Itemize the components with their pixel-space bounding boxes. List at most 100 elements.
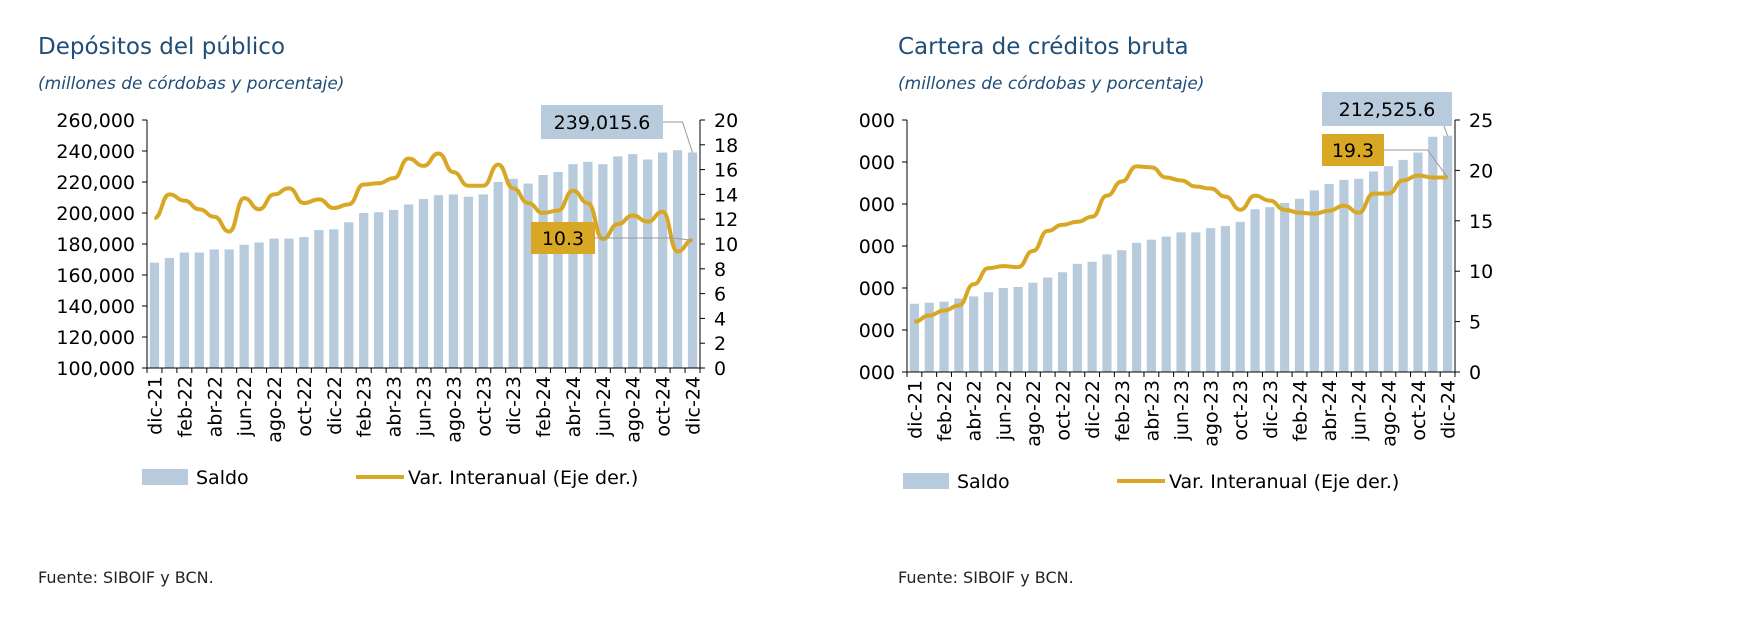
- bar: [1191, 232, 1201, 372]
- x-tick-label: abr-24: [1319, 380, 1341, 441]
- bar: [598, 164, 608, 368]
- bar: [209, 249, 219, 368]
- x-tick-label: dic-24: [1438, 380, 1460, 439]
- y-tick-label-right: 10: [714, 234, 738, 256]
- bar: [149, 262, 160, 368]
- bar: [1309, 190, 1319, 372]
- x-tick-label: dic-23: [1260, 380, 1282, 439]
- x-tick-label: ago-23: [1201, 380, 1223, 447]
- bar: [658, 152, 668, 368]
- bar: [1413, 152, 1423, 372]
- bar: [224, 249, 234, 368]
- x-tick-label: jun-24: [1349, 380, 1371, 441]
- bar: [523, 183, 533, 368]
- y-tick-label-left: 120,000: [860, 320, 895, 342]
- bar: [1131, 242, 1142, 372]
- x-tick-label: oct-24: [653, 376, 675, 437]
- callout-label-bar: 239,015.6: [554, 112, 651, 134]
- bar: [433, 195, 444, 368]
- y-tick-label-right: 16: [714, 160, 738, 182]
- x-tick-label: dic-21: [144, 376, 166, 435]
- x-tick-label: oct-23: [473, 376, 495, 437]
- y-tick-label-left: 220,000: [860, 110, 895, 132]
- bar: [538, 175, 548, 368]
- x-tick-label: jun-24: [593, 376, 615, 437]
- bar: [613, 156, 623, 368]
- bar: [1443, 135, 1453, 372]
- callout-label-line: 19.3: [1332, 140, 1374, 162]
- bar: [583, 161, 593, 368]
- callout-box-line: [531, 222, 595, 254]
- x-tick-label: ago-22: [264, 376, 286, 443]
- bar: [1324, 184, 1334, 372]
- bar: [1028, 282, 1038, 372]
- bar: [388, 209, 399, 368]
- bar: [1102, 254, 1112, 372]
- bar: [1383, 166, 1393, 372]
- callout-leader-line: [1384, 149, 1448, 178]
- callout-box-bar: [1322, 92, 1452, 126]
- bar: [939, 301, 949, 372]
- y-tick-label-left: 160,000: [56, 265, 135, 287]
- x-tick-label: abr-23: [384, 376, 406, 437]
- bar: [1013, 286, 1023, 372]
- legend-label-bar: Saldo: [957, 471, 1010, 493]
- bar: [1339, 179, 1349, 372]
- credit-chart: 100,000 120,000 140,000 160,000 180,000 200,0…: [860, 92, 1493, 493]
- legend-swatch-bar: [142, 469, 188, 485]
- legend-swatch-bar: [903, 473, 949, 489]
- credit-chart-panel: Cartera de créditos bruta (millones de c…: [860, 0, 1742, 620]
- bar: [344, 222, 354, 368]
- x-tick-label: dic-21: [904, 380, 926, 439]
- y-tick-label-left: 240,000: [56, 141, 135, 163]
- deposits-chart: 100,000 120,000 140,000 160,000 180,000 200,0…: [56, 105, 738, 489]
- x-tick-label: oct-24: [1408, 380, 1430, 441]
- y-tick-label-left: 100,000: [56, 358, 135, 380]
- x-tick-label: dic-23: [503, 376, 525, 435]
- bar: [269, 238, 279, 368]
- callout-box-line: [1322, 134, 1384, 166]
- y-tick-label-left: 180,000: [56, 234, 135, 256]
- x-tick-label: abr-23: [1141, 380, 1163, 441]
- x-tick-label: jun-23: [414, 376, 436, 437]
- x-tick-label: feb-23: [354, 376, 376, 437]
- y-tick-label-left: 160,000: [860, 236, 895, 258]
- bar: [998, 288, 1008, 372]
- y-tick-label-right: 20: [1469, 160, 1493, 182]
- x-tick-label: dic-22: [324, 376, 346, 435]
- bar: [1087, 261, 1097, 372]
- series-line-var-interanual: [914, 164, 1448, 324]
- x-tick-label: feb-24: [533, 376, 555, 437]
- bar: [1235, 221, 1245, 372]
- bar: [1146, 239, 1156, 372]
- callout-label-line: 10.3: [542, 228, 584, 250]
- legend-label-bar: Saldo: [196, 467, 249, 489]
- x-tick-label: abr-22: [964, 380, 986, 441]
- bar: [1250, 209, 1260, 372]
- bar: [1176, 232, 1186, 372]
- y-tick-label-right: 18: [714, 135, 738, 157]
- legend-label-line: Var. Interanual (Eje der.): [1169, 471, 1399, 493]
- x-tick-label: ago-23: [443, 376, 465, 443]
- y-tick-label-left: 140,000: [860, 278, 895, 300]
- y-tick-label-left: 260,000: [56, 110, 135, 132]
- x-tick-label: dic-22: [1082, 380, 1104, 439]
- bar: [1294, 198, 1305, 372]
- chart-title: Depósitos del público: [38, 34, 286, 60]
- x-tick-label: ago-24: [1378, 380, 1400, 447]
- bar: [374, 212, 384, 368]
- callout-leader-line: [595, 237, 693, 241]
- bar: [672, 150, 683, 368]
- source-note: Fuente: SIBOIF y BCN.: [898, 568, 1074, 587]
- x-tick-label: ago-24: [623, 376, 645, 443]
- bar: [954, 298, 964, 372]
- x-tick-label: dic-24: [683, 376, 705, 435]
- bar: [1220, 226, 1231, 372]
- chart-subtitle: (millones de córdobas y porcentaje): [38, 74, 345, 94]
- bar: [1428, 136, 1438, 372]
- bar: [687, 152, 698, 368]
- x-tick-label: abr-22: [204, 376, 226, 437]
- callout-label-bar: 212,525.6: [1339, 99, 1436, 121]
- callout-box-bar: [541, 105, 663, 139]
- bar: [1043, 277, 1053, 372]
